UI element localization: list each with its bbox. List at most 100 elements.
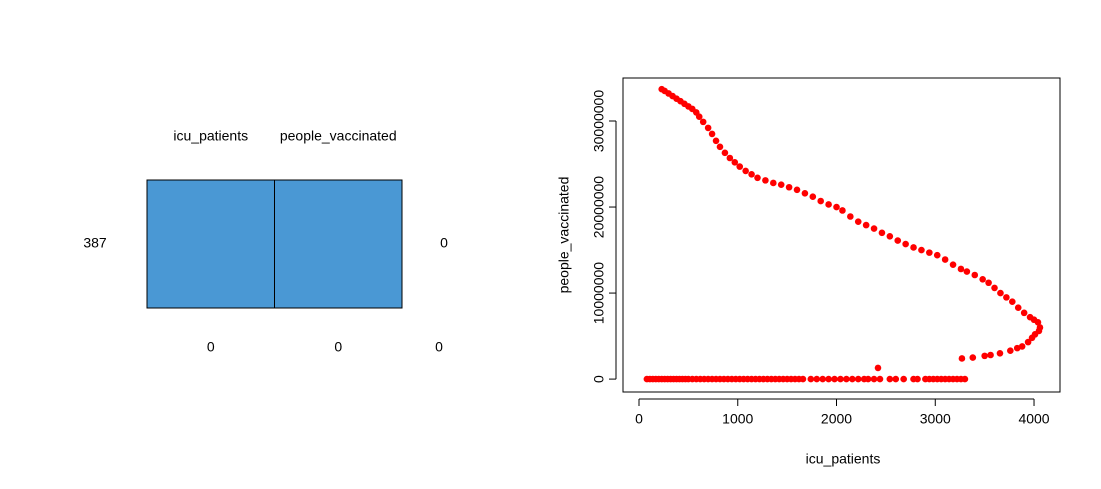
point xyxy=(981,352,988,360)
point xyxy=(825,201,832,208)
point xyxy=(870,375,878,383)
point xyxy=(754,174,761,182)
point xyxy=(1003,294,1010,301)
point xyxy=(704,124,712,132)
point xyxy=(833,203,840,211)
point xyxy=(762,177,769,184)
point xyxy=(876,375,884,383)
point xyxy=(958,355,966,362)
y-tick-label: 30000000 xyxy=(591,90,607,153)
x-tick-label: 0 xyxy=(635,411,643,427)
point xyxy=(926,249,933,256)
point xyxy=(969,354,977,361)
point xyxy=(825,375,832,383)
point xyxy=(886,375,894,383)
point xyxy=(900,375,907,383)
point xyxy=(695,113,703,121)
x-axis-label: icu_patients xyxy=(806,451,881,467)
point xyxy=(886,232,894,240)
row-count: 387 xyxy=(83,235,107,251)
point xyxy=(854,218,862,225)
point xyxy=(849,375,856,383)
point xyxy=(961,375,969,383)
point xyxy=(721,149,729,157)
column-missing: 0 xyxy=(334,339,342,355)
point xyxy=(957,265,965,273)
point xyxy=(839,207,846,214)
total-missing: 0 xyxy=(435,339,443,355)
point xyxy=(777,181,785,188)
row-missing: 0 xyxy=(440,235,448,251)
point xyxy=(941,256,949,263)
point xyxy=(793,186,801,194)
pattern-cell xyxy=(274,179,403,309)
point xyxy=(742,167,749,175)
point xyxy=(985,279,992,287)
point xyxy=(807,375,815,383)
y-tick-label: 0 xyxy=(591,375,607,383)
point xyxy=(726,154,734,162)
point xyxy=(699,118,707,126)
point xyxy=(1007,347,1014,355)
point xyxy=(864,375,872,383)
x-tick-label: 1000 xyxy=(722,411,753,427)
point xyxy=(979,276,986,283)
point xyxy=(854,375,862,383)
column-missing: 0 xyxy=(207,339,215,355)
point xyxy=(1013,344,1021,352)
point xyxy=(817,197,825,205)
point xyxy=(933,251,941,259)
point xyxy=(813,375,821,383)
point xyxy=(770,179,777,187)
column-label: icu_patients xyxy=(173,128,248,144)
point xyxy=(1034,319,1042,326)
x-tick-label: 3000 xyxy=(920,411,951,427)
point xyxy=(731,159,739,166)
point xyxy=(748,171,755,178)
y-tick-label: 10000000 xyxy=(591,262,607,325)
point xyxy=(736,163,744,170)
pattern-cell xyxy=(146,179,275,309)
point xyxy=(914,375,921,383)
x-tick-label: 2000 xyxy=(821,411,852,427)
point xyxy=(1009,298,1016,305)
x-tick-label: 4000 xyxy=(1018,411,1049,427)
point xyxy=(971,271,979,279)
point xyxy=(894,237,902,244)
point xyxy=(996,349,1004,357)
column-label: people_vaccinated xyxy=(280,128,397,144)
y-axis-label: people_vaccinated xyxy=(556,177,572,294)
point xyxy=(712,137,720,145)
point xyxy=(809,193,817,201)
point xyxy=(847,213,854,220)
point xyxy=(963,268,971,275)
point xyxy=(1014,304,1022,311)
point xyxy=(1028,334,1036,342)
point xyxy=(708,130,716,138)
point xyxy=(843,375,850,383)
point xyxy=(892,375,900,383)
point xyxy=(949,261,957,268)
point xyxy=(991,284,998,292)
point xyxy=(716,143,724,151)
point xyxy=(831,375,838,383)
point xyxy=(837,375,844,383)
point xyxy=(878,229,886,237)
plot-box xyxy=(622,77,1061,393)
point xyxy=(902,240,909,248)
y-tick-label: 20000000 xyxy=(591,176,607,239)
point xyxy=(987,351,994,359)
point xyxy=(819,375,826,383)
point xyxy=(1024,338,1032,346)
point xyxy=(799,375,807,383)
point xyxy=(918,246,925,254)
point xyxy=(874,364,882,372)
point xyxy=(862,221,870,229)
point xyxy=(1020,309,1028,317)
point xyxy=(997,289,1004,297)
point xyxy=(870,225,878,232)
point xyxy=(801,189,809,197)
point xyxy=(785,183,793,191)
point xyxy=(910,244,917,251)
